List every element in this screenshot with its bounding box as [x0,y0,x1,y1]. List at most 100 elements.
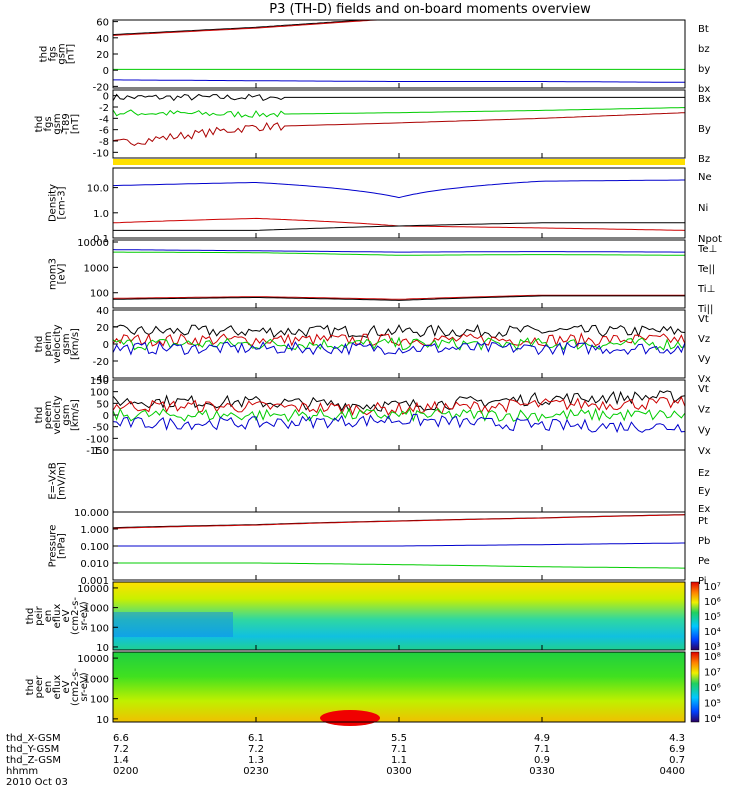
ylabel-line: (cm2-s- [70,668,81,706]
ytick-label: 1.000 [80,525,109,536]
ytick-label: 10000 [77,584,109,595]
panel-frame [112,167,686,239]
ytick-label: 0.010 [80,559,109,570]
colorbar-tick-label: 10³ [704,642,721,653]
ylabel-line: mom3 [48,258,59,290]
ytick-label: 100 [90,695,109,706]
ylabel-line: eV [61,680,72,693]
ytick-label: 40 [96,34,109,45]
ytick-label: 60 [96,18,109,29]
spectrogram-fill [113,582,685,650]
ylabel-line: sr-eV) [79,672,90,701]
ytick-label: 0 [103,340,109,351]
footer: thd_X-GSM thd_Y-GSM thd_Z-GSM hhmm 2010 … [6,733,685,788]
series-line-Ti|| [113,251,685,256]
colorbar-tick-label: 10⁸ [704,652,721,663]
legend-entry: Bz [698,154,710,165]
ytick-label: 0 [103,411,109,422]
ylabel-line: (cm2-s- [70,597,81,635]
legend-entry: Vt [698,314,709,325]
legend-entry: Vz [698,405,710,416]
ylabel-line: gsm [61,333,72,354]
ylabel-line: [mV/m] [57,462,68,500]
ytick-label: -100 [86,434,109,445]
ylabel-line: velocity [52,324,63,363]
legend-entry: Bt [698,24,709,35]
legend-entry: Vx [698,374,711,385]
series-line-Vz [112,396,686,417]
ylabel-line: [cm-3] [57,186,68,219]
ytick-label: 10000 [77,654,109,665]
series-line-Pe [113,562,685,569]
series-line-Pi [113,542,685,547]
ylabel-line: gsm [52,113,63,134]
ylabel-line: Density [48,184,59,222]
colorbar-tick-label: 10⁷ [704,668,721,679]
footer-time-value: 0230 [243,766,268,777]
ylabel-line: peem [43,401,54,429]
colorbar-tick-label: 10⁴ [704,627,721,638]
quality-flag-bar [113,159,685,165]
legend-entry: Te⊥ [697,244,717,255]
ylabel-line: [nPa] [57,533,68,559]
ytick-label: 0 [103,66,109,77]
ylabel-line: thd [34,407,45,424]
ylabel-line: thd [39,46,50,63]
footer-x-value: 6.1 [248,733,264,744]
ytick-label: 0.1 [93,234,109,245]
ytick-label: 150 [90,376,109,387]
footer-z-value: 1.1 [391,755,407,766]
legend-entry: Ti|| [697,304,713,315]
colorbar: 10⁷ 10⁶ 10⁵ 10⁴ 10³ [690,581,721,653]
ytick-label: 10 [96,643,109,654]
ylabel-line: E=-VxB [48,462,59,499]
ytick-label: 10.000 [74,508,109,519]
legend-entry: Ey [698,486,710,497]
legend-entry: bz [698,44,710,55]
panel-5: Vt Vz Vy Vx 40 20 0 -20 -40 thdpeimvelocitygsm[km… [34,306,711,385]
ylabel-line: fgs [48,46,59,61]
ytick-label: 1000 [84,263,109,274]
legend-entry: Pi [698,576,707,587]
ylabel-line: peer [34,675,45,699]
colorbar-tick-label: 10⁴ [704,714,721,725]
date-label: 2010 Oct 03 [6,777,68,788]
ytick-label: 1.0 [93,446,109,457]
ytick-label: -40 [93,374,109,385]
legend-entry: by [698,64,710,75]
ytick-label: -20 [93,82,109,93]
decorations [113,159,685,165]
ylabel-line: eflux [52,675,63,700]
legend-entry: Ti⊥ [697,284,715,295]
ylabel-line: [nT] [66,44,77,64]
legend-entry: Vx [698,446,711,457]
ytick-label: 100 [90,289,109,300]
legend-entry: Vy [698,354,711,365]
footer-z-value: 0.7 [669,755,685,766]
ylabel-line: thd [25,608,36,625]
footer-z-value: 0.9 [534,755,550,766]
footer-z-value: 1.4 [113,755,129,766]
ytick-label: 1000 [84,604,109,615]
colorbar: 10⁸ 10⁷ 10⁶ 10⁵ 10⁴ [690,651,721,725]
series-line-Bz [112,112,686,146]
ytick-label: 100 [90,623,109,634]
ytick-label: 0.100 [80,542,109,553]
ylabel-line: -T89 [61,113,72,135]
series-line-Vz [112,332,686,348]
footer-y-value: 6.9 [669,744,685,755]
series-line-Vx [112,341,686,356]
panel-frame [112,449,686,513]
ytick-label: 20 [96,50,109,61]
ylabel-line: gsm [57,43,68,64]
ytick-label: -8 [99,137,109,148]
colorbar-tick-label: 10⁵ [704,699,721,710]
ylabel-line: gsm [61,404,72,425]
series-line-Vy [112,407,686,423]
ytick-label: -10 [93,148,109,159]
footer-z-value: 1.3 [248,755,264,766]
series-line-Ne [112,217,686,231]
ylabel-line: eV [61,609,72,622]
ylabel-line: [eV] [57,264,68,285]
